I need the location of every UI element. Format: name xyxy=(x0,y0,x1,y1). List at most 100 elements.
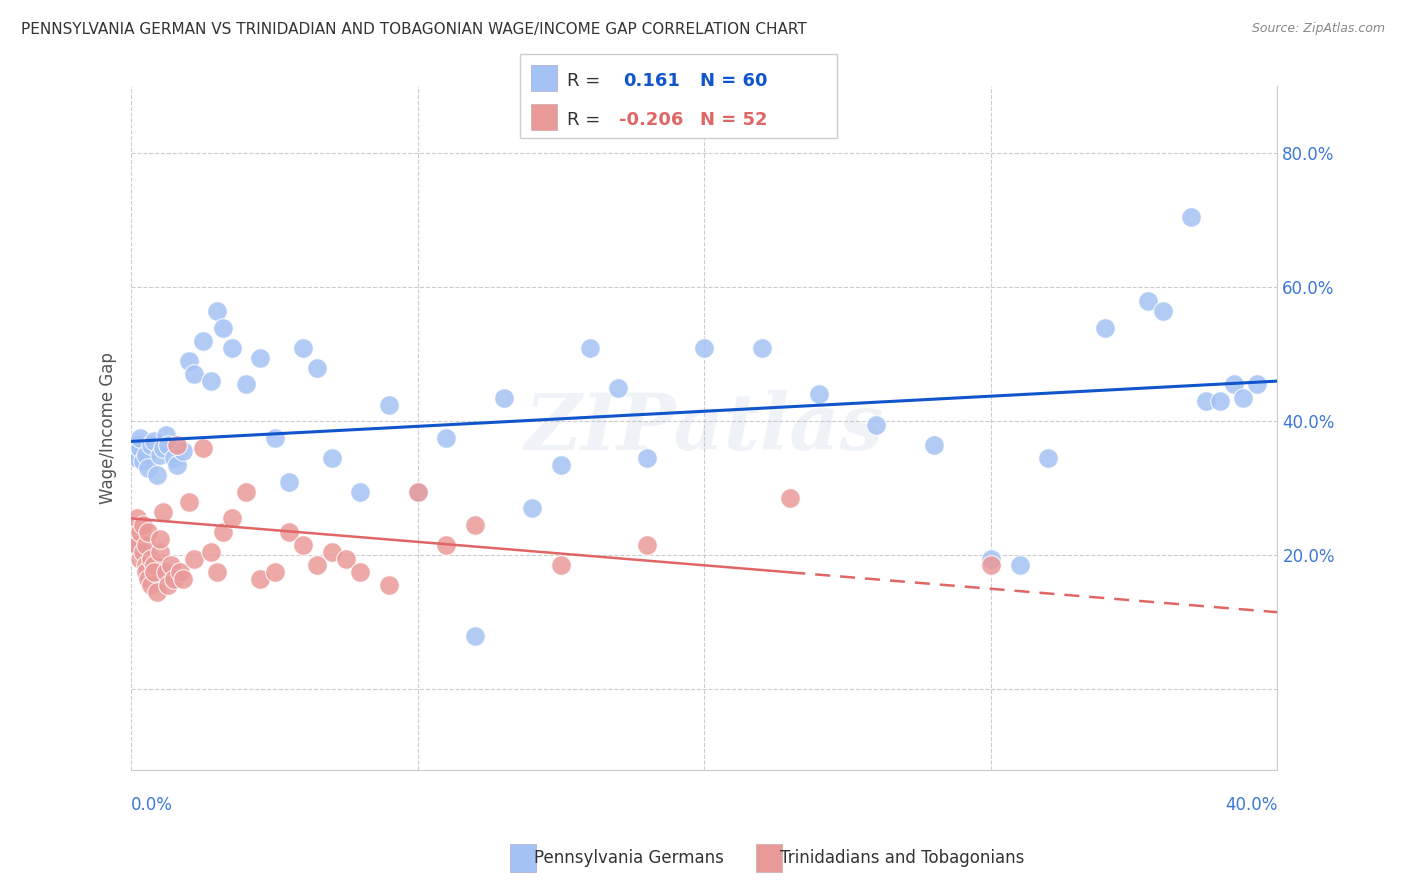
Point xyxy=(1137,293,1160,308)
Point xyxy=(149,532,172,546)
Point xyxy=(1094,320,1116,334)
Point xyxy=(693,341,716,355)
Point xyxy=(807,387,830,401)
Point xyxy=(263,565,285,579)
Point xyxy=(141,438,163,452)
Point xyxy=(980,558,1002,573)
Point xyxy=(125,451,148,466)
Point xyxy=(212,524,235,539)
Point xyxy=(277,475,299,489)
Point xyxy=(172,444,194,458)
Point xyxy=(149,448,172,462)
Point xyxy=(135,538,157,552)
Point xyxy=(1223,377,1246,392)
Text: Pennsylvania Germans: Pennsylvania Germans xyxy=(534,849,724,867)
Point xyxy=(464,518,486,533)
Point xyxy=(865,417,887,432)
Point xyxy=(135,558,157,573)
Point xyxy=(378,578,401,592)
Point xyxy=(1246,377,1268,392)
Text: N = 60: N = 60 xyxy=(700,71,768,89)
Point xyxy=(980,551,1002,566)
Point xyxy=(169,565,191,579)
Point xyxy=(292,538,315,552)
Point xyxy=(751,341,773,355)
Point xyxy=(166,438,188,452)
Point xyxy=(522,501,544,516)
Point xyxy=(1195,394,1218,409)
Text: PENNSYLVANIA GERMAN VS TRINIDADIAN AND TOBAGONIAN WAGE/INCOME GAP CORRELATION CH: PENNSYLVANIA GERMAN VS TRINIDADIAN AND T… xyxy=(21,22,807,37)
Point xyxy=(406,484,429,499)
Point xyxy=(157,578,180,592)
Point xyxy=(143,558,166,573)
Point xyxy=(200,545,222,559)
Text: N = 52: N = 52 xyxy=(700,111,768,128)
Point xyxy=(212,320,235,334)
Point xyxy=(378,398,401,412)
Point xyxy=(636,451,658,466)
Point xyxy=(132,518,155,533)
Text: Trinidadians and Tobagonians: Trinidadians and Tobagonians xyxy=(780,849,1025,867)
Point xyxy=(263,431,285,445)
Point xyxy=(235,484,257,499)
Point xyxy=(163,572,186,586)
Point xyxy=(132,545,155,559)
Point xyxy=(183,551,205,566)
Point xyxy=(125,438,148,452)
Point xyxy=(550,558,572,573)
Point xyxy=(152,441,174,455)
Point xyxy=(183,368,205,382)
Point xyxy=(249,351,271,365)
Point xyxy=(307,558,329,573)
Point xyxy=(155,427,177,442)
Point xyxy=(292,341,315,355)
Point xyxy=(135,448,157,462)
Text: 0.161: 0.161 xyxy=(623,71,679,89)
Point xyxy=(143,434,166,449)
Point xyxy=(436,431,458,445)
Point xyxy=(155,565,177,579)
Point xyxy=(321,451,343,466)
Point xyxy=(160,558,183,573)
Point xyxy=(166,458,188,472)
Text: -0.206: -0.206 xyxy=(619,111,683,128)
Point xyxy=(335,551,357,566)
Point xyxy=(1209,394,1232,409)
Text: 40.0%: 40.0% xyxy=(1225,797,1278,814)
Point xyxy=(122,524,145,539)
Point xyxy=(125,511,148,525)
Point xyxy=(128,431,150,445)
Point xyxy=(138,461,160,475)
Y-axis label: Wage/Income Gap: Wage/Income Gap xyxy=(100,352,117,504)
Point xyxy=(307,360,329,375)
Point xyxy=(138,524,160,539)
Point xyxy=(132,454,155,468)
Point xyxy=(141,551,163,566)
Point xyxy=(221,341,243,355)
Point xyxy=(149,545,172,559)
Point xyxy=(205,565,228,579)
Point xyxy=(141,578,163,592)
Point xyxy=(1036,451,1059,466)
Point xyxy=(578,341,600,355)
Point xyxy=(922,438,945,452)
Point xyxy=(200,374,222,388)
Point xyxy=(122,538,145,552)
Point xyxy=(550,458,572,472)
Point xyxy=(157,438,180,452)
Point xyxy=(128,524,150,539)
Point xyxy=(1152,303,1174,318)
Text: Source: ZipAtlas.com: Source: ZipAtlas.com xyxy=(1251,22,1385,36)
Point xyxy=(607,381,630,395)
Point xyxy=(436,538,458,552)
Point xyxy=(1232,391,1254,405)
Point xyxy=(135,565,157,579)
Point xyxy=(321,545,343,559)
Point xyxy=(636,538,658,552)
Point xyxy=(235,377,257,392)
Point xyxy=(779,491,801,506)
Point xyxy=(143,565,166,579)
Point xyxy=(152,505,174,519)
Point xyxy=(205,303,228,318)
Point xyxy=(277,524,299,539)
